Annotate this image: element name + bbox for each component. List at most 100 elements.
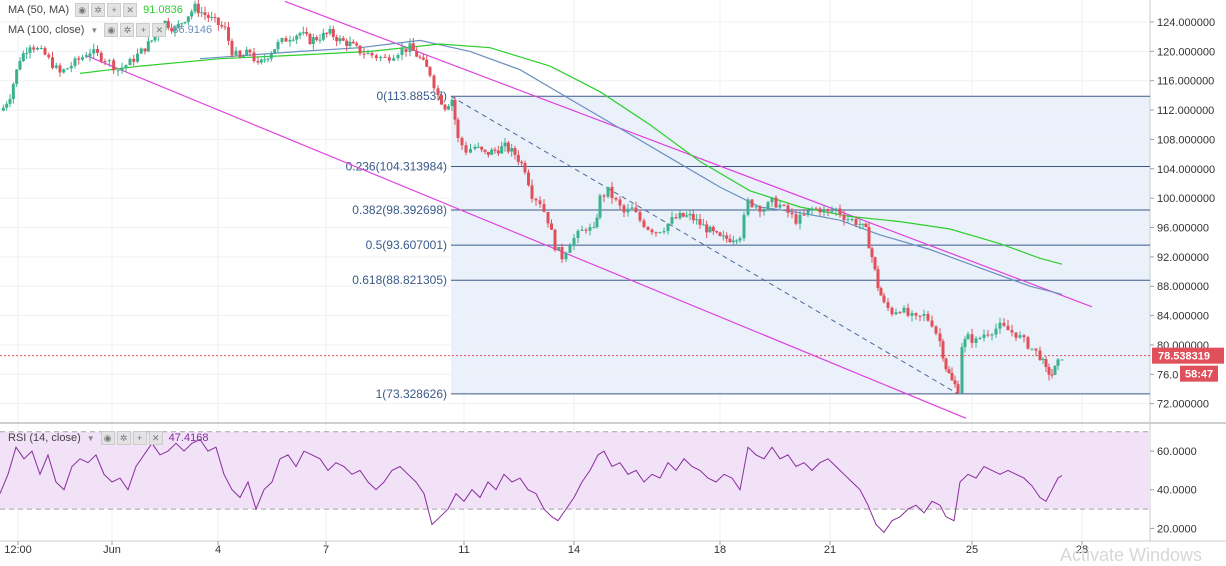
- candle-body: [810, 208, 814, 211]
- trend-channel: [84, 0, 1093, 419]
- candle-body: [882, 295, 886, 303]
- candle-body: [963, 339, 967, 348]
- candle-body: [550, 223, 553, 230]
- candle-body: [670, 217, 674, 224]
- rsi-line: [0, 438, 1063, 534]
- candle-body: [166, 20, 170, 28]
- candle-body: [288, 39, 292, 42]
- eye-icon[interactable]: ◉: [104, 23, 119, 37]
- candle-body: [428, 66, 432, 76]
- gear-icon[interactable]: ✲: [116, 431, 131, 445]
- candle-body: [770, 197, 774, 203]
- candle-body: [902, 307, 906, 313]
- candle-body: [576, 230, 580, 238]
- price-tick-label: 84.000000: [1157, 311, 1209, 323]
- gear-icon[interactable]: ✲: [91, 3, 106, 17]
- time-tick-label: 21: [824, 544, 836, 556]
- candle-body: [998, 322, 1002, 329]
- candle-body: [476, 146, 480, 148]
- ma100-legend[interactable]: MA (100, close) ▼ ◉ ✲ + ✕ 86.9146: [8, 22, 212, 38]
- eye-icon[interactable]: ◉: [100, 431, 115, 445]
- candle-body: [705, 224, 709, 233]
- candle-body: [950, 372, 954, 381]
- plus-icon[interactable]: +: [136, 23, 151, 37]
- plus-icon[interactable]: +: [107, 3, 122, 17]
- ma100-legend-value: 86.9146: [172, 24, 213, 36]
- candle-body: [153, 36, 157, 41]
- candle-body: [602, 195, 606, 197]
- ma50-legend-controls[interactable]: ◉ ✲ + ✕: [75, 3, 138, 17]
- candle-body: [1006, 325, 1010, 331]
- candle-body: [298, 33, 302, 36]
- candle-body: [415, 50, 419, 57]
- candle-body: [396, 54, 400, 59]
- chevron-down-icon[interactable]: ▼: [86, 433, 95, 443]
- candle-body: [830, 210, 834, 212]
- close-icon[interactable]: ✕: [148, 431, 163, 445]
- candle-body: [358, 45, 362, 54]
- price-tick-label: 92.000000: [1157, 252, 1209, 264]
- ma100-legend-controls[interactable]: ◉ ✲ + ✕: [104, 23, 167, 37]
- candle-body: [8, 99, 12, 104]
- candle-body: [568, 245, 572, 253]
- candle-body: [634, 207, 638, 213]
- chevron-down-icon[interactable]: ▼: [90, 25, 99, 35]
- rsi-legend[interactable]: RSI (14, close) ▼ ◉ ✲ + ✕ 47.4168: [8, 430, 208, 446]
- candle-body: [18, 61, 22, 70]
- candle-body: [84, 56, 88, 58]
- candle-body: [120, 67, 124, 71]
- candle-body: [986, 334, 990, 336]
- candle-body: [1030, 348, 1034, 350]
- candle-body: [826, 209, 830, 212]
- candle-body: [5, 103, 9, 108]
- candle-body: [173, 27, 177, 32]
- fibonacci-level-label: 0.382(98.392698): [352, 203, 447, 217]
- candle-body: [379, 56, 383, 58]
- eye-icon[interactable]: ◉: [75, 3, 90, 17]
- candle-body: [345, 40, 349, 46]
- price-tick-label: 100.000000: [1157, 193, 1215, 205]
- candle-body: [1010, 330, 1014, 333]
- candle-body: [305, 32, 309, 34]
- time-tick-label: 4: [215, 544, 221, 556]
- candle-body: [1047, 367, 1051, 375]
- candle-body: [1050, 374, 1054, 376]
- candle-body: [1034, 348, 1038, 351]
- current-price-badge: [1152, 347, 1224, 364]
- candle-body: [411, 43, 415, 51]
- candle-body: [854, 219, 858, 225]
- candle-body: [28, 47, 32, 53]
- candle-body: [186, 16, 190, 23]
- candle-body: [453, 99, 457, 120]
- rsi-legend-controls[interactable]: ◉ ✲ + ✕: [100, 431, 163, 445]
- candle-body: [325, 32, 329, 34]
- candle-body: [802, 214, 806, 216]
- candle-body: [557, 246, 560, 251]
- rsi-legend-value: 47.4168: [168, 432, 209, 444]
- price-tick-label: 72.000000: [1157, 399, 1209, 411]
- close-icon[interactable]: ✕: [152, 23, 167, 37]
- candle-body: [538, 200, 542, 205]
- candle-body: [994, 328, 998, 335]
- ma50-legend-name: MA (50, MA): [8, 4, 70, 16]
- candle-body: [728, 238, 732, 243]
- rsi-tick-label: 40.0000: [1157, 485, 1197, 497]
- candle-body: [592, 227, 596, 229]
- candle-body: [92, 49, 96, 54]
- candle-body: [941, 341, 945, 359]
- close-icon[interactable]: ✕: [123, 3, 138, 17]
- candle-body: [870, 248, 874, 258]
- ma50-legend[interactable]: MA (50, MA) ◉ ✲ + ✕ 91.0836: [8, 2, 183, 18]
- candle-body: [190, 11, 194, 17]
- candle-body: [259, 59, 263, 63]
- candle-body: [861, 223, 865, 225]
- ma100-legend-name: MA (100, close): [8, 24, 85, 36]
- candle-body: [96, 49, 99, 53]
- gear-icon[interactable]: ✲: [120, 23, 135, 37]
- current-price: 78.538319 58:47: [0, 347, 1224, 382]
- candle-body: [128, 58, 132, 66]
- price-tick-label: 104.000000: [1157, 164, 1215, 176]
- plus-icon[interactable]: +: [132, 431, 147, 445]
- candle-body: [725, 235, 729, 239]
